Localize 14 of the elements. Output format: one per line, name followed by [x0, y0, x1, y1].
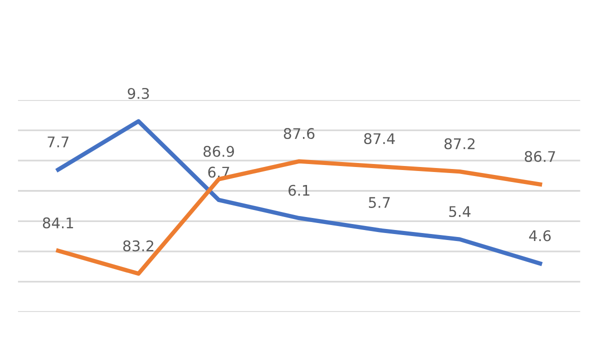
data-label: 84.1: [42, 217, 74, 228]
data-label: 86.9: [204, 146, 234, 157]
data-label: 6.1: [288, 184, 310, 196]
data-label: 87.6: [284, 128, 314, 140]
data-label: 83.2: [123, 240, 154, 252]
data-label: 87.4: [364, 133, 395, 144]
data-label: 5.7: [368, 197, 390, 208]
data-label: 87.2: [444, 138, 475, 150]
data-label: 86.7: [524, 151, 556, 162]
data-label: 9.3: [128, 88, 149, 99]
data-label: 5.4: [449, 206, 471, 218]
data-label: 4.6: [529, 230, 551, 242]
data-label: 7.7: [48, 136, 69, 148]
data-label: 6.7: [208, 166, 230, 178]
